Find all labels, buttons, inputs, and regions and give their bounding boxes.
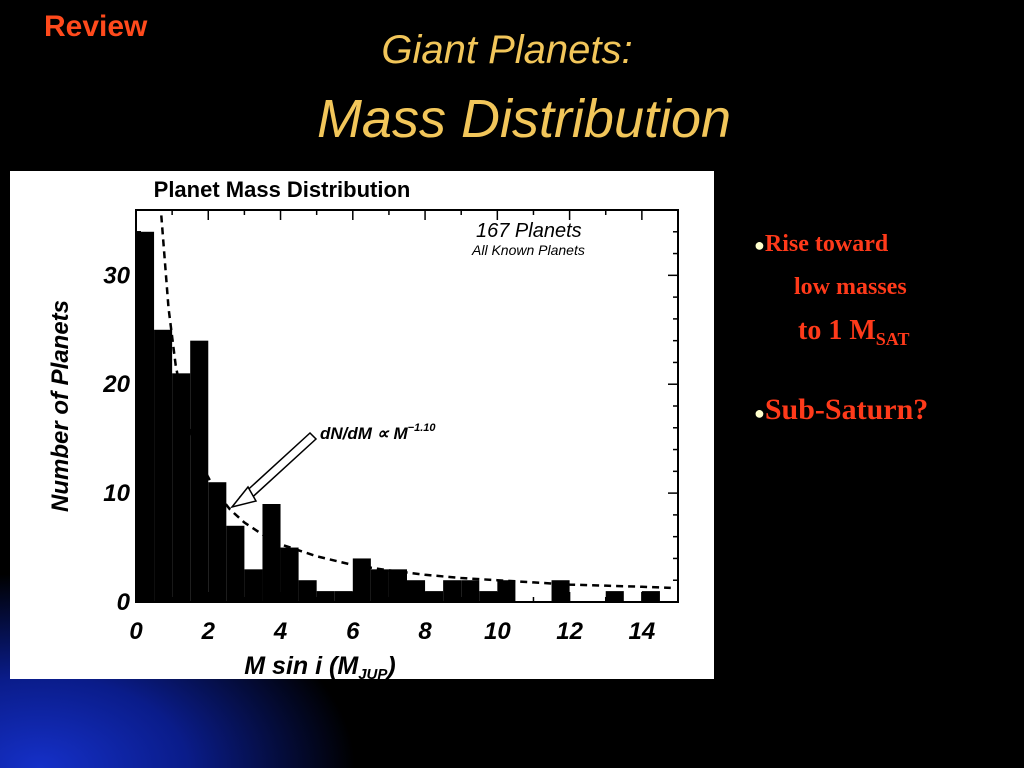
y-axis-label: Number of Planets <box>47 300 74 512</box>
histogram-bar <box>479 591 498 602</box>
bullet-text-saturn-mass: to 1 MSAT <box>798 315 910 350</box>
planet-count-annotation: 167 Planets <box>476 220 582 242</box>
histogram-bar <box>497 580 516 602</box>
bullet-text-sub-saturn: Sub-Saturn? <box>764 393 929 426</box>
histogram-bar <box>443 580 462 602</box>
histogram-bar <box>190 340 209 602</box>
histogram-bar <box>244 569 263 602</box>
bullet-item-rise: ●Rise toward low masses to 1 MSAT <box>754 230 1014 353</box>
x-tick-label: 6 <box>346 618 360 645</box>
x-tick-label: 12 <box>556 618 583 645</box>
slide-title: Giant Planets: <box>381 28 633 72</box>
x-tick-label: 10 <box>484 618 511 645</box>
histogram-bar <box>280 547 299 602</box>
review-label: Review <box>44 10 148 43</box>
histogram-bar <box>334 591 353 602</box>
histogram-bar <box>298 580 317 602</box>
y-tick-label: 20 <box>102 371 130 398</box>
chart-title: Planet Mass Distribution <box>154 177 411 202</box>
x-tick-label: 14 <box>629 618 656 645</box>
bullet-text-rise: Rise toward <box>764 231 889 257</box>
histogram-bar <box>407 580 426 602</box>
y-tick-label: 0 <box>117 589 131 616</box>
mass-histogram-chart: Planet Mass Distribution 167 Planets All… <box>47 177 679 679</box>
slide-subtitle: Mass Distribution <box>316 89 732 149</box>
fit-arrow-icon <box>230 431 318 509</box>
chart-panel: Planet Mass Distribution 167 Planets All… <box>10 171 714 679</box>
bullet-item-sub-saturn: ●Sub-Saturn? <box>754 393 1014 427</box>
power-law-fit-label: dN/dM ∝ M−1.10 <box>320 422 436 443</box>
bullet-dot-icon: ● <box>754 235 765 255</box>
x-axis-label: M sin i (MJUP) <box>244 652 395 679</box>
histogram-bar <box>425 591 444 602</box>
x-tick-label: 2 <box>201 618 216 645</box>
x-tick-label: 4 <box>273 618 287 645</box>
histogram-bar <box>641 591 660 602</box>
histogram-bar <box>262 504 281 602</box>
histogram-bar <box>172 373 191 602</box>
x-tick-label: 0 <box>129 618 143 645</box>
histogram-bar <box>226 525 245 602</box>
histogram-bar <box>461 580 480 602</box>
bullet-text-low-masses: low masses <box>794 274 907 300</box>
histogram-bar <box>605 591 624 602</box>
histogram-bar <box>154 329 173 602</box>
power-law-fit-curve <box>160 215 671 590</box>
histogram-bar <box>551 580 570 602</box>
histogram-bar <box>316 591 335 602</box>
y-tick-label: 30 <box>103 262 130 289</box>
histogram-bar <box>370 569 389 602</box>
histogram-bar <box>136 231 155 602</box>
bullet-dot-icon: ● <box>754 403 765 423</box>
bullet-list: ●Rise toward low masses to 1 MSAT ●Sub-S… <box>754 230 1014 427</box>
histogram-bar <box>352 558 371 602</box>
x-tick-label: 8 <box>418 618 432 645</box>
histogram-bar <box>388 569 407 602</box>
y-tick-label: 10 <box>103 480 130 507</box>
planet-set-annotation: All Known Planets <box>471 242 585 258</box>
histogram-bar <box>208 482 227 602</box>
